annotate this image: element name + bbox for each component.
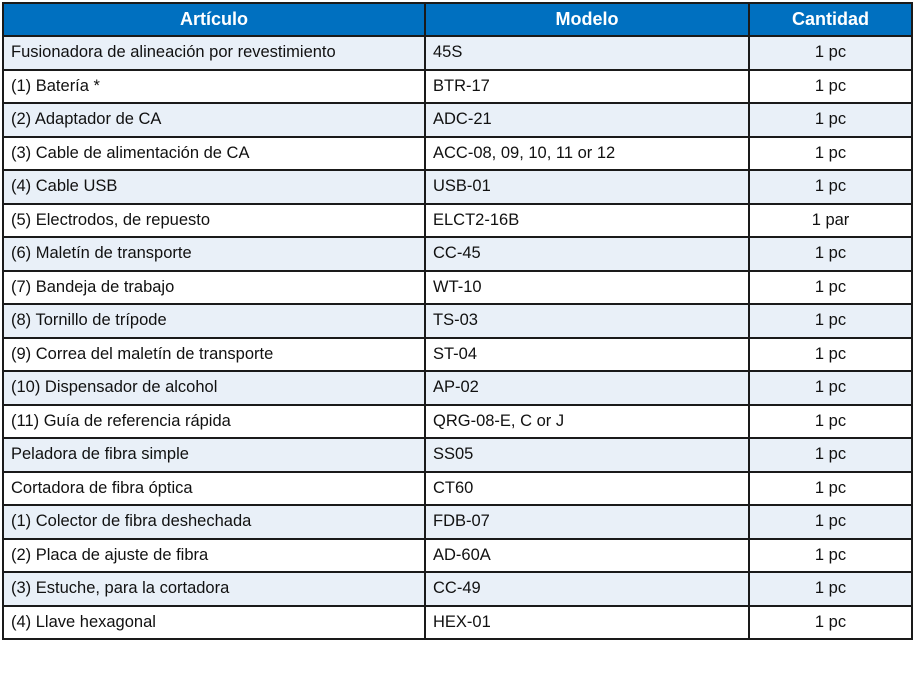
quantity-cell: 1 pc: [748, 604, 913, 640]
table-row: (9) Correa del maletín de transporte ST-0…: [2, 336, 913, 372]
model-cell: CC-49: [424, 571, 750, 607]
model-cell: CT60: [424, 470, 750, 506]
model-cell: HEX-01: [424, 604, 750, 640]
item-cell: (9) Correa del maletín de transporte: [2, 336, 426, 372]
table-row: (2) Adaptador de CA ADC-21 1 pc: [2, 102, 913, 138]
quantity-cell: 1 pc: [748, 102, 913, 138]
model-cell: ACC-08, 09, 10, 11 or 12: [424, 135, 750, 171]
model-cell: BTR-17: [424, 68, 750, 104]
quantity-cell: 1 pc: [748, 236, 913, 272]
model-cell: WT-10: [424, 269, 750, 305]
table-row: (3) Cable de alimentación de CA ACC-08, 0…: [2, 135, 913, 171]
quantity-cell: 1 pc: [748, 303, 913, 339]
column-header-item: Artículo: [2, 2, 426, 37]
quantity-cell: 1 pc: [748, 504, 913, 540]
table-row: (1) Colector de fibra deshechada FDB-07 1 …: [2, 504, 913, 540]
model-cell: QRG-08-E, C or J: [424, 403, 750, 439]
item-cell: Fusionadora de alineación por revestimie…: [2, 35, 426, 71]
model-cell: FDB-07: [424, 504, 750, 540]
table-row: (5) Electrodos, de repuesto ELCT2-16B 1 pa…: [2, 202, 913, 238]
quantity-cell: 1 pc: [748, 269, 913, 305]
item-cell: (1) Batería *: [2, 68, 426, 104]
header-row: Artículo Modelo Cantidad: [2, 2, 913, 37]
model-cell: USB-01: [424, 169, 750, 205]
item-cell: (5) Electrodos, de repuesto: [2, 202, 426, 238]
contents-table: Artículo Modelo Cantidad Fusionadora de …: [2, 2, 913, 640]
quantity-cell: 1 pc: [748, 68, 913, 104]
quantity-cell: 1 pc: [748, 336, 913, 372]
table-row: (3) Estuche, para la cortadora CC-49 1 pc: [2, 571, 913, 607]
quantity-cell: 1 pc: [748, 135, 913, 171]
item-cell: Cortadora de fibra óptica: [2, 470, 426, 506]
table-row: (11) Guía de referencia rápida QRG-08-E, …: [2, 403, 913, 439]
column-header-quantity: Cantidad: [748, 2, 913, 37]
model-cell: AD-60A: [424, 537, 750, 573]
column-header-model: Modelo: [424, 2, 750, 37]
quantity-cell: 1 pc: [748, 370, 913, 406]
item-cell: (11) Guía de referencia rápida: [2, 403, 426, 439]
item-cell: (1) Colector de fibra deshechada: [2, 504, 426, 540]
table-row: Peladora de fibra simple SS05 1 pc: [2, 437, 913, 473]
item-cell: (2) Placa de ajuste de fibra: [2, 537, 426, 573]
item-cell: Peladora de fibra simple: [2, 437, 426, 473]
table-row: (2) Placa de ajuste de fibra AD-60A 1 pc: [2, 537, 913, 573]
item-cell: (3) Cable de alimentación de CA: [2, 135, 426, 171]
item-cell: (8) Tornillo de trípode: [2, 303, 426, 339]
model-cell: ADC-21: [424, 102, 750, 138]
model-cell: CC-45: [424, 236, 750, 272]
item-cell: (10) Dispensador de alcohol: [2, 370, 426, 406]
model-cell: SS05: [424, 437, 750, 473]
table-row: (7) Bandeja de trabajo WT-10 1 pc: [2, 269, 913, 305]
quantity-cell: 1 par: [748, 202, 913, 238]
quantity-cell: 1 pc: [748, 571, 913, 607]
table-row: Cortadora de fibra óptica CT60 1 pc: [2, 470, 913, 506]
item-cell: (4) Cable USB: [2, 169, 426, 205]
quantity-cell: 1 pc: [748, 470, 913, 506]
table-row: (4) Cable USB USB-01 1 pc: [2, 169, 913, 205]
table-body: Fusionadora de alineación por revestimie…: [2, 35, 913, 640]
table-row: (8) Tornillo de trípode TS-03 1 pc: [2, 303, 913, 339]
table-row: (1) Batería * BTR-17 1 pc: [2, 68, 913, 104]
item-cell: (6) Maletín de transporte: [2, 236, 426, 272]
model-cell: AP-02: [424, 370, 750, 406]
table-row: (10) Dispensador de alcohol AP-02 1 pc: [2, 370, 913, 406]
model-cell: ELCT2-16B: [424, 202, 750, 238]
item-cell: (7) Bandeja de trabajo: [2, 269, 426, 305]
model-cell: ST-04: [424, 336, 750, 372]
model-cell: TS-03: [424, 303, 750, 339]
table-row: (4) Llave hexagonal HEX-01 1 pc: [2, 604, 913, 640]
item-cell: (3) Estuche, para la cortadora: [2, 571, 426, 607]
item-cell: (2) Adaptador de CA: [2, 102, 426, 138]
quantity-cell: 1 pc: [748, 537, 913, 573]
table-row: Fusionadora de alineación por revestimie…: [2, 35, 913, 71]
quantity-cell: 1 pc: [748, 437, 913, 473]
quantity-cell: 1 pc: [748, 403, 913, 439]
quantity-cell: 1 pc: [748, 169, 913, 205]
table-row: (6) Maletín de transporte CC-45 1 pc: [2, 236, 913, 272]
item-cell: (4) Llave hexagonal: [2, 604, 426, 640]
quantity-cell: 1 pc: [748, 35, 913, 71]
model-cell: 45S: [424, 35, 750, 71]
